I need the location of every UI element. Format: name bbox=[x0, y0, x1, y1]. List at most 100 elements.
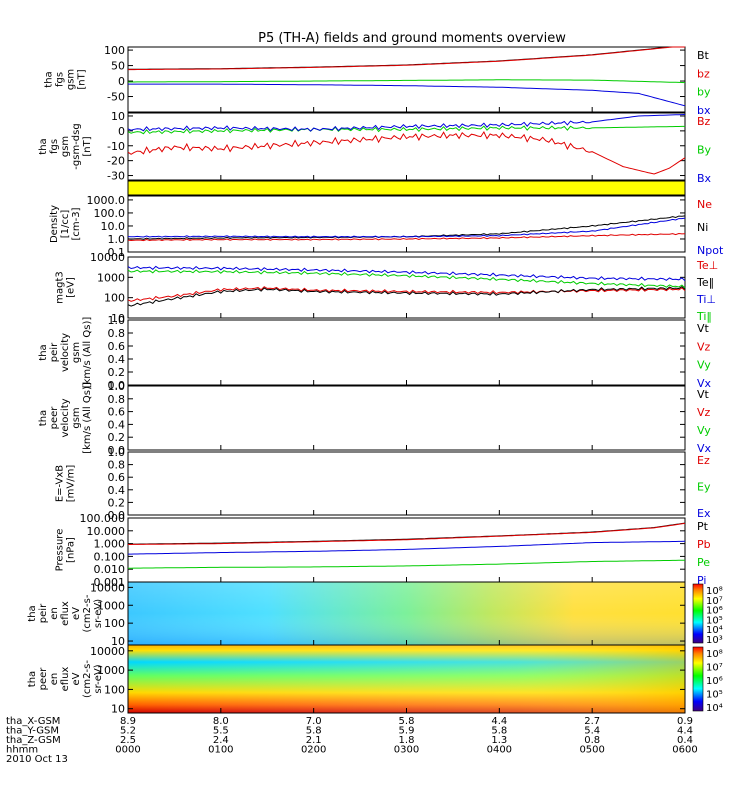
y-tick-label: 10000 bbox=[90, 645, 125, 658]
colorbar bbox=[692, 646, 704, 712]
y-axis-label: (cm2-s- bbox=[82, 660, 93, 698]
y-axis-label: [km/s (All Qs)] bbox=[82, 382, 93, 454]
y-tick-label: 0.100 bbox=[94, 550, 126, 563]
y-tick-label: 0.2 bbox=[108, 431, 126, 444]
x-tick-label: 5.9 bbox=[399, 726, 415, 737]
colorbar-tick-label: 10⁸ bbox=[706, 586, 723, 597]
legend-entry: Pt bbox=[697, 520, 709, 533]
y-tick-label: 0.1 bbox=[108, 246, 126, 259]
legend-entry: Te‖ bbox=[696, 276, 714, 289]
y-tick-label: 10.0 bbox=[101, 220, 126, 233]
panel-6: 1.0 0.80.60.40.20.0 tha peer velocity gsm [km/… bbox=[38, 380, 712, 457]
series-line-by bbox=[128, 79, 686, 84]
colorbar-tick-label: 10⁸ bbox=[706, 649, 723, 660]
y-tick-label: 100 bbox=[104, 44, 125, 57]
y-tick-label: 1.0 bbox=[108, 446, 126, 459]
date-label: 2010 Oct 13 bbox=[6, 754, 68, 765]
series-line-Npot bbox=[127, 217, 686, 238]
series-line-Bt bbox=[128, 46, 685, 70]
legend-entry: Bt bbox=[697, 49, 710, 62]
series-line-Pe bbox=[128, 559, 685, 569]
y-tick-label: 0.4 bbox=[108, 484, 126, 497]
y-tick-label: 10 bbox=[111, 635, 125, 648]
legend-entry: Vy bbox=[697, 359, 711, 372]
x-tick-label: 0.8 bbox=[584, 735, 600, 746]
legend-entry: by bbox=[697, 86, 711, 99]
legend-entry: Ne bbox=[697, 198, 712, 211]
legend-entry: Ni bbox=[697, 221, 708, 234]
y-axis-label: velocity bbox=[60, 398, 71, 437]
x-tick-label: 5.5 bbox=[213, 726, 229, 737]
x-tick-label: 4.4 bbox=[677, 726, 693, 737]
y-axis-label: fgs bbox=[49, 139, 60, 154]
y-axis-label: tha bbox=[27, 605, 38, 621]
legend-entry: Ez bbox=[697, 454, 710, 467]
y-axis-label: peir bbox=[38, 603, 49, 623]
y-axis-label: -gsm-dsg bbox=[71, 123, 82, 169]
y-tick-label: 50 bbox=[111, 60, 125, 73]
y-axis-label: peer bbox=[49, 406, 60, 430]
legend-entry: Bz bbox=[697, 115, 711, 128]
y-tick-label: -30 bbox=[107, 170, 125, 183]
series-line-Ne bbox=[127, 232, 686, 242]
y-tick-label: 1000 bbox=[97, 664, 125, 677]
colorbar-tick-label: 10⁵ bbox=[706, 690, 723, 701]
y-tick-label: 1.0 bbox=[108, 233, 126, 246]
x-tick-label: 0400 bbox=[487, 745, 512, 756]
series-line-bz bbox=[128, 46, 685, 71]
y-axis-label: gsm bbox=[71, 342, 82, 363]
x-row-label: hhmm bbox=[6, 745, 38, 756]
spectrogram-shade bbox=[128, 582, 685, 645]
legend-entry: Vy bbox=[697, 424, 711, 437]
colorbar-tick-label: 10⁴ bbox=[706, 625, 723, 636]
series-line-Ti‖ bbox=[127, 269, 686, 289]
x-tick-label: 0.9 bbox=[677, 716, 693, 727]
legend-entry: By bbox=[697, 144, 712, 157]
legend-entry: Ey bbox=[697, 481, 711, 494]
y-tick-label: 10000 bbox=[90, 251, 125, 264]
x-tick-label: 8.0 bbox=[213, 716, 229, 727]
y-axis-label: tha bbox=[44, 71, 55, 87]
y-axis-label: gsm bbox=[71, 407, 82, 428]
y-axis-label: en bbox=[49, 607, 60, 620]
x-row-label: tha_Z-GSM bbox=[6, 735, 61, 746]
panel-frame bbox=[127, 517, 686, 583]
legend-entry: Vz bbox=[697, 406, 711, 419]
y-tick-label: 100.0 bbox=[94, 207, 126, 220]
y-axis-label: tha bbox=[38, 138, 49, 154]
x-tick-label: 5.8 bbox=[306, 726, 322, 737]
panel-frame bbox=[127, 195, 686, 253]
panel-0: 100 50 0 -50 tha fgs gsm [nT] Bt bz by bx bbox=[44, 44, 711, 117]
panel-frame bbox=[127, 46, 686, 113]
legend-entry: Vt bbox=[697, 322, 710, 335]
panel-2 bbox=[127, 180, 686, 196]
y-tick-label: 0 bbox=[118, 125, 125, 138]
y-tick-label: 0.0 bbox=[108, 444, 126, 457]
y-tick-label: 0.8 bbox=[108, 393, 126, 406]
x-tick-label: 5.8 bbox=[399, 716, 415, 727]
y-tick-label: 0.4 bbox=[108, 418, 126, 431]
y-tick-label: 10000 bbox=[90, 581, 125, 594]
x-tick-label: 7.0 bbox=[306, 716, 322, 727]
x-tick-label: 0000 bbox=[115, 745, 140, 756]
y-axis-label: fgs bbox=[55, 72, 66, 87]
y-tick-label: 1.000 bbox=[94, 538, 126, 551]
y-axis-label: velocity bbox=[60, 333, 71, 372]
legend-entry: Pi bbox=[697, 574, 706, 587]
y-axis-label: eflux bbox=[60, 667, 71, 692]
y-axis-label: tha bbox=[38, 410, 49, 426]
series-line-Ti⊥ bbox=[127, 265, 686, 282]
legend-entry: Npot bbox=[697, 244, 724, 257]
y-tick-label: 0.6 bbox=[108, 406, 126, 419]
series-line-Bz bbox=[127, 130, 686, 175]
x-tick-label: 5.8 bbox=[491, 726, 507, 737]
x-tick-label: 8.9 bbox=[120, 716, 136, 727]
y-axis-label: magt3 bbox=[55, 271, 66, 304]
x-tick-label: 0100 bbox=[208, 745, 233, 756]
y-axis-label: en bbox=[49, 673, 60, 686]
series-line-By bbox=[127, 125, 685, 135]
y-tick-label: 1000.0 bbox=[87, 194, 126, 207]
y-axis-label: peir bbox=[49, 342, 60, 362]
y-axis-label: [cm-3] bbox=[71, 207, 82, 240]
